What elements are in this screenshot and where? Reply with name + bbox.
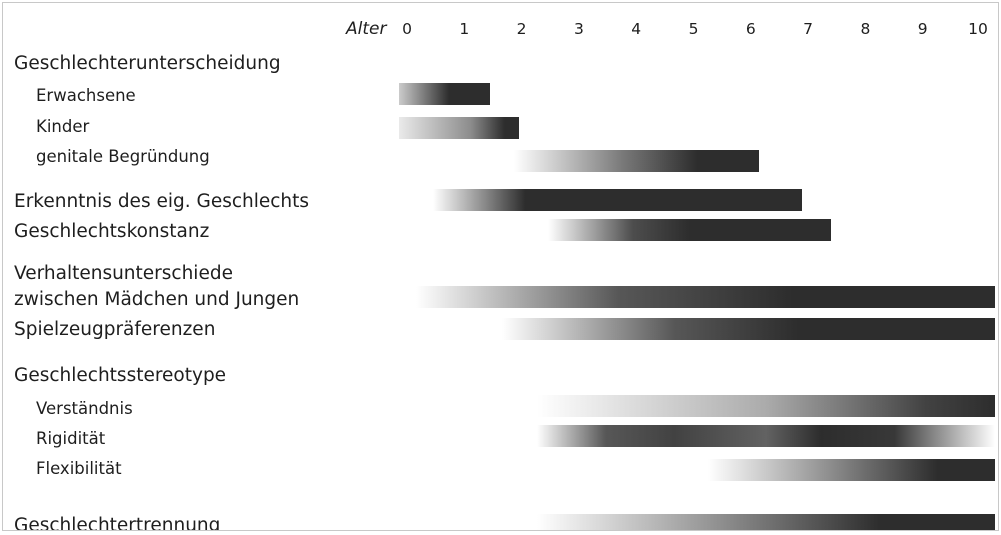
age-tick-8: 8 <box>860 20 871 38</box>
row-label-verhaltensunterschiede: Verhaltensunterschiede <box>14 263 233 284</box>
age-range-bar-kinder <box>399 117 519 139</box>
age-range-bar-erkenntnis <box>433 189 803 211</box>
row-label-geschlechtsstereotype: Geschlechtsstereotype <box>14 365 227 386</box>
age-range-bar-erwachsene <box>399 83 491 105</box>
age-tick-5: 5 <box>688 20 699 38</box>
row-label-geschlechtertrennung: Geschlechtertrennung <box>14 515 221 531</box>
row-label-geschlechterunterscheidung: Geschlechterunterscheidung <box>14 53 281 74</box>
age-range-bar-verhaltensunterschiede <box>416 286 995 308</box>
age-range-bar-spielzeugpraeferenzen <box>502 318 995 340</box>
age-tick-3: 3 <box>573 20 584 38</box>
row-label-erwachsene: Erwachsene <box>36 86 136 105</box>
age-range-bar-geschlechtertrennung <box>536 514 995 530</box>
row-label-verstaendnis: Verständnis <box>36 399 133 418</box>
row-label-kinder: Kinder <box>36 117 90 136</box>
age-range-bar-verstaendnis <box>536 395 995 417</box>
age-tick-6: 6 <box>745 20 756 38</box>
row-label-geschlechtskonstanz: Geschlechtskonstanz <box>14 221 210 242</box>
age-tick-1: 1 <box>459 20 470 38</box>
row-label-erkenntnis: Erkenntnis des eig. Geschlechts <box>14 191 310 212</box>
age-range-bar-flexibilitaet <box>708 459 995 481</box>
age-range-bar-rigiditaet <box>536 425 995 447</box>
row-label-rigiditaet: Rigidität <box>36 429 106 448</box>
row-label-verhaltensunterschiede-line2: zwischen Mädchen und Jungen <box>14 289 300 310</box>
age-tick-4: 4 <box>631 20 642 38</box>
age-tick-0: 0 <box>402 20 412 38</box>
age-axis-label: Alter <box>346 19 387 39</box>
row-label-spielzeugpraeferenzen: Spielzeugpräferenzen <box>14 319 216 340</box>
age-tick-2: 2 <box>516 20 527 38</box>
age-tick-9: 9 <box>917 20 928 38</box>
age-tick-10: 10 <box>968 20 988 38</box>
age-range-bar-geschlechtskonstanz <box>547 219 831 241</box>
row-label-genitale-begruendung: genitale Begründung <box>36 147 210 166</box>
age-tick-7: 7 <box>803 20 814 38</box>
age-range-bar-genitale-begruendung <box>513 150 760 172</box>
row-label-flexibilitaet: Flexibilität <box>36 459 122 478</box>
